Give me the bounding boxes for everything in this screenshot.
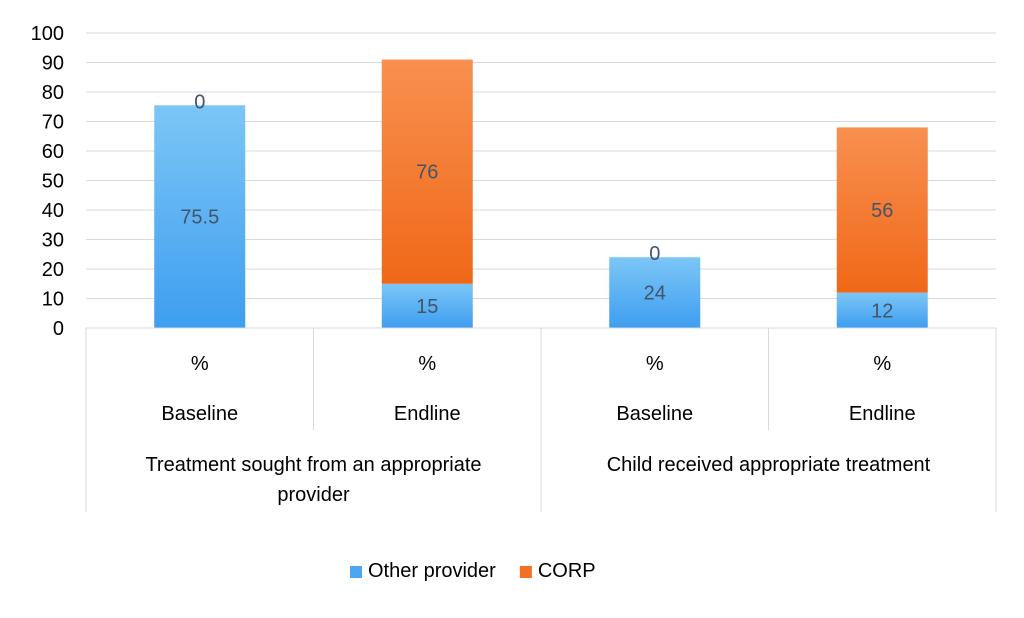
legend: Other provider CORP [350,560,596,582]
data-label: 15 [416,296,438,318]
data-label: 76 [416,162,438,184]
y-tick-label: 10 [42,289,64,311]
x-category-label: % [191,353,209,375]
bars [154,59,928,329]
legend-swatch [350,566,362,578]
data-label: 0 [194,91,205,113]
x-category-label: Endline [394,403,461,425]
y-tick-label: 50 [42,171,64,193]
bar-corp [381,59,473,284]
x-category-label: % [418,353,436,375]
y-tick-label: 70 [42,112,64,134]
x-group-label: provider [277,484,350,506]
bar-corp [836,127,928,293]
y-tick-label: 30 [42,230,64,252]
bar-other-provider [154,105,246,329]
data-label: 75.5 [180,207,219,229]
data-label: 12 [871,300,893,322]
y-tick-label: 80 [42,82,64,104]
data-label: 56 [871,200,893,222]
y-tick-label: 0 [53,318,64,340]
y-axis-ticks: 0 10 20 30 40 50 60 70 80 90 100 [31,23,64,340]
data-label: 0 [649,243,660,265]
x-category-label: Endline [849,403,916,425]
legend-swatch [519,566,532,578]
y-tick-label: 20 [42,259,64,281]
legend-label: CORP [538,560,596,582]
x-group-label: Treatment sought from an appropriate [145,454,481,476]
x-category-label: % [646,353,664,375]
y-tick-label: 60 [42,141,64,163]
x-axis-category-table: % Baseline% Endline% Baseline% Endline Treatm… [85,327,997,512]
x-category-label: Baseline [161,403,238,425]
bar-other-provider [381,283,473,328]
x-group-label: Child received appropriate treatment [607,454,931,476]
y-tick-label: 100 [31,23,64,45]
x-category-label: % [873,353,891,375]
bar-other-provider [609,257,701,328]
legend-label: Other provider [368,560,496,582]
y-tick-label: 40 [42,200,64,222]
y-tick-label: 90 [42,53,64,75]
data-labels: 75.5 0 15 76 24 0 12 56 [180,91,893,322]
bar-other-provider [836,292,928,328]
data-label: 24 [644,283,666,305]
x-category-label: Baseline [616,403,693,425]
